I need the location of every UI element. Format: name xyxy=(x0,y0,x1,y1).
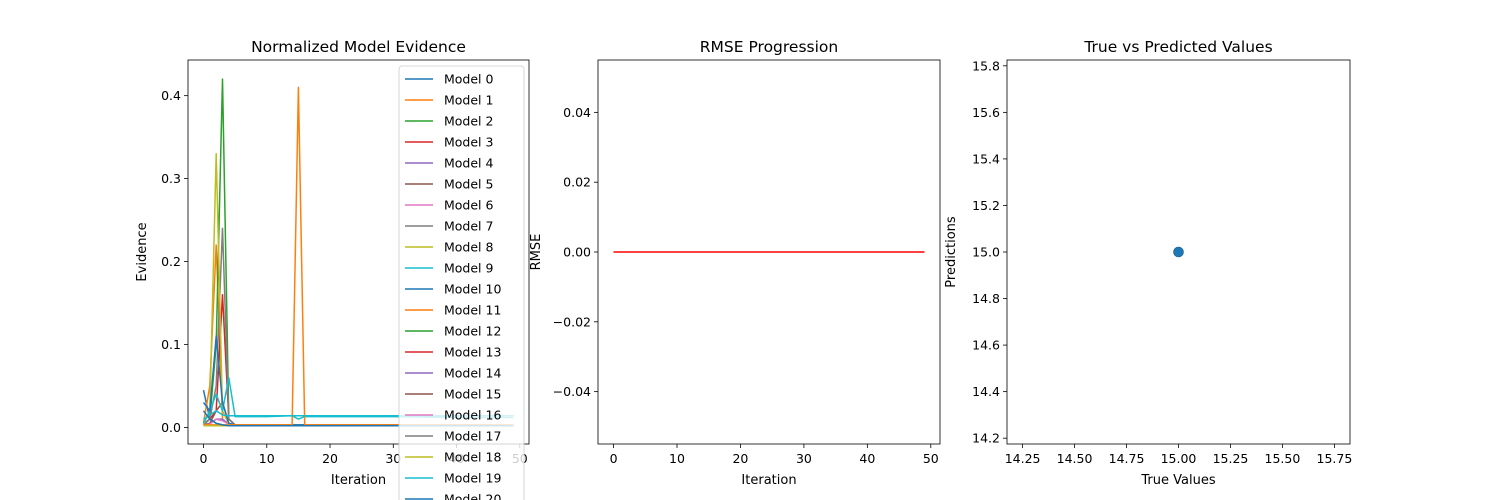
rmse-y-tick-label: −0.04 xyxy=(553,384,591,399)
scatter-x-tick-label: 15.25 xyxy=(1213,451,1249,466)
legend-entry: Model 14 xyxy=(444,366,501,381)
rmse-x-tick-label: 50 xyxy=(923,451,939,466)
evidence-x-tick-label: 20 xyxy=(322,451,338,466)
evidence-legend: Model 0 Model 1 Model 2 Model 3 Model 4 Model… xyxy=(398,65,525,500)
evidence-y-tick-label: 0.0 xyxy=(161,420,181,435)
evidence-x-tick-label: 0 xyxy=(200,451,208,466)
rmse-y-tick-label: −0.02 xyxy=(553,314,591,329)
legend-box xyxy=(398,65,525,500)
evidence-y-ticks: 0.0 0.1 0.2 0.3 0.4 xyxy=(161,88,188,435)
rmse-x-tick-label: 30 xyxy=(796,451,812,466)
legend-entry: Model 2 xyxy=(444,114,493,129)
scatter-y-tick-label: 15.0 xyxy=(972,245,1000,260)
scatter-x-tick-label: 15.75 xyxy=(1317,451,1353,466)
rmse-title: RMSE Progression xyxy=(700,38,838,56)
legend-entry: Model 6 xyxy=(444,198,494,213)
legend-entry: Model 11 xyxy=(444,303,501,318)
rmse-y-label: RMSE xyxy=(529,234,544,271)
evidence-axes-frame xyxy=(187,59,530,445)
scatter-x-label: True Values xyxy=(1140,473,1215,488)
legend-entry: Model 19 xyxy=(444,471,501,486)
scatter-title: True vs Predicted Values xyxy=(1083,38,1272,56)
scatter-x-ticks: 14.25 14.50 14.75 15.00 15.25 15.50 15.75 xyxy=(1005,444,1353,466)
evidence-y-tick-label: 0.4 xyxy=(161,88,181,103)
scatter-y-tick-label: 15.8 xyxy=(972,58,1000,73)
rmse-y-tick-label: 0.04 xyxy=(563,105,591,120)
evidence-y-tick-label: 0.3 xyxy=(161,171,181,186)
true-vs-predicted-panel: 14.25 14.50 14.75 15.00 15.25 15.50 15.75 14.2… xyxy=(944,38,1352,488)
rmse-x-tick-label: 40 xyxy=(859,451,875,466)
legend-entry: Model 3 xyxy=(444,135,493,150)
scatter-x-tick-label: 14.50 xyxy=(1057,451,1093,466)
rmse-x-tick-label: 0 xyxy=(610,451,618,466)
legend-entry: Model 5 xyxy=(444,177,493,192)
scatter-x-tick-label: 15.00 xyxy=(1161,451,1197,466)
legend-entry: Model 17 xyxy=(444,429,501,444)
scatter-y-tick-label: 15.2 xyxy=(972,198,1000,213)
legend-entry: Model 15 xyxy=(444,387,501,402)
legend-entry: Model 12 xyxy=(444,324,501,339)
rmse-x-tick-label: 20 xyxy=(732,451,748,466)
evidence-y-label: Evidence xyxy=(135,222,150,281)
legend-entry: Model 18 xyxy=(444,450,501,465)
scatter-y-label: Predictions xyxy=(944,216,959,288)
legend-entry: Model 4 xyxy=(444,156,494,171)
scatter-point xyxy=(1173,246,1184,258)
legend-entry: Model 9 xyxy=(444,261,494,276)
scatter-x-tick-label: 15.50 xyxy=(1265,451,1301,466)
legend-entry: Model 13 xyxy=(444,345,501,360)
evidence-x-tick-label: 10 xyxy=(259,451,275,466)
legend-entry: Model 16 xyxy=(444,408,501,423)
scatter-x-tick-label: 14.25 xyxy=(1005,451,1041,466)
rmse-y-tick-label: 0.02 xyxy=(563,175,591,190)
evidence-x-tick-label: 30 xyxy=(385,451,401,466)
rmse-y-ticks: −0.04 −0.02 0.00 0.02 0.04 xyxy=(553,105,598,399)
rmse-panel: 0 10 20 30 40 50 −0.04 −0.02 0.00 0.02 0.04 RMSE … xyxy=(529,38,941,488)
scatter-y-tick-label: 14.2 xyxy=(972,431,1000,446)
scatter-y-tick-label: 15.4 xyxy=(972,151,1000,166)
rmse-x-ticks: 0 10 20 30 40 50 xyxy=(610,444,939,466)
legend-entry: Model 8 xyxy=(444,240,494,255)
rmse-x-label: Iteration xyxy=(741,473,796,488)
scatter-y-ticks: 14.2 14.4 14.6 14.8 15.0 15.2 15.4 15.6 15.8 xyxy=(972,58,1007,446)
evidence-y-tick-label: 0.2 xyxy=(161,254,181,269)
scatter-points xyxy=(1173,246,1184,258)
scatter-y-tick-label: 15.6 xyxy=(972,105,1000,120)
rmse-y-tick-label: 0.00 xyxy=(563,245,591,260)
evidence-title: Normalized Model Evidence xyxy=(251,38,466,56)
legend-entry: Model 10 xyxy=(444,282,501,297)
legend-entry: Model 7 xyxy=(444,219,493,234)
scatter-y-tick-label: 14.4 xyxy=(972,384,1000,399)
legend-entry: Model 1 xyxy=(444,93,493,108)
evidence-x-label: Iteration xyxy=(331,473,386,488)
legend-entry: Model 0 xyxy=(444,72,494,87)
legend-entry: Model 20 xyxy=(444,492,501,500)
scatter-y-tick-label: 14.6 xyxy=(972,338,1000,353)
scatter-x-tick-label: 14.75 xyxy=(1109,451,1145,466)
evidence-y-tick-label: 0.1 xyxy=(161,337,181,352)
rmse-x-tick-label: 10 xyxy=(669,451,685,466)
scatter-y-tick-label: 14.8 xyxy=(972,291,1000,306)
